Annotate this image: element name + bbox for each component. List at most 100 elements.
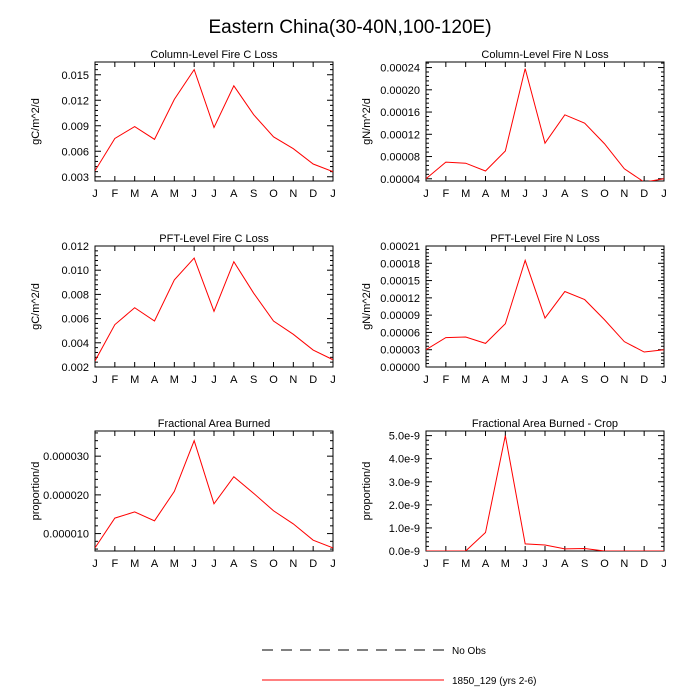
x-tick-label: N xyxy=(620,188,628,200)
x-tick-label: A xyxy=(230,558,238,570)
panel-title: Fractional Area Burned - Crop xyxy=(472,418,618,430)
x-tick-label: N xyxy=(289,188,297,200)
y-axis-label: gN/m^2/d xyxy=(361,98,373,145)
x-tick-label: J xyxy=(92,374,98,386)
x-tick-label: A xyxy=(482,558,490,570)
y-tick-label: 0.002 xyxy=(61,362,89,374)
x-tick-label: J xyxy=(522,558,528,570)
y-tick-label: 0.00009 xyxy=(380,310,420,322)
y-tick-label: 0.015 xyxy=(61,70,89,82)
x-tick-label: A xyxy=(482,374,490,386)
panel-title: Column-Level Fire C Loss xyxy=(150,49,278,61)
plot-frame xyxy=(94,61,334,182)
series-line xyxy=(426,258,664,353)
x-tick-label: N xyxy=(289,558,297,570)
x-tick-label: D xyxy=(640,374,648,386)
x-tick-label: J xyxy=(191,558,197,570)
y-tick-label: 0.010 xyxy=(61,265,89,277)
y-tick-label: 0.009 xyxy=(61,121,89,133)
x-tick-label: D xyxy=(309,558,317,570)
x-tick-label: A xyxy=(561,558,569,570)
x-tick-label: J xyxy=(330,188,336,200)
x-tick-label: S xyxy=(581,374,588,386)
y-tick-label: 0.00000 xyxy=(380,362,420,374)
x-tick-label: M xyxy=(130,558,139,570)
x-tick-label: J xyxy=(661,188,667,200)
series-line xyxy=(95,68,333,173)
y-tick-label: 0.00018 xyxy=(380,258,420,270)
x-tick-label: M xyxy=(461,374,470,386)
figure-title: Eastern China(30-40N,100-120E) xyxy=(208,17,491,38)
x-tick-label: J xyxy=(211,374,217,386)
x-tick-label: J xyxy=(661,558,667,570)
x-tick-label: J xyxy=(330,558,336,570)
x-tick-label: S xyxy=(250,188,257,200)
x-tick-label: S xyxy=(581,558,588,570)
y-tick-label: 0.000020 xyxy=(43,490,89,502)
x-tick-label: J xyxy=(211,558,217,570)
y-tick-label: 0.008 xyxy=(61,289,89,301)
x-tick-label: M xyxy=(461,558,470,570)
y-tick-label: 0.012 xyxy=(61,241,89,253)
x-tick-label: J xyxy=(542,188,548,200)
y-tick-label: 3.0e-9 xyxy=(389,477,420,489)
x-tick-label: M xyxy=(170,558,179,570)
x-tick-label: A xyxy=(482,188,490,200)
y-tick-label: 5.0e-9 xyxy=(389,431,420,443)
y-tick-label: 0.00008 xyxy=(380,152,420,164)
series-line xyxy=(426,435,664,551)
x-tick-label: J xyxy=(92,188,98,200)
x-tick-label: J xyxy=(522,374,528,386)
y-tick-label: 0.00006 xyxy=(380,327,420,339)
y-tick-label: 0.003 xyxy=(61,172,89,184)
x-tick-label: D xyxy=(640,188,648,200)
y-tick-label: 2.0e-9 xyxy=(389,500,420,512)
x-tick-label: D xyxy=(309,374,317,386)
y-tick-label: 1.0e-9 xyxy=(389,523,420,535)
legend-obs-label: No Obs xyxy=(452,646,486,657)
plot-frame xyxy=(94,430,334,552)
x-tick-label: A xyxy=(561,188,569,200)
y-tick-label: 0.00012 xyxy=(380,129,420,141)
x-tick-label: F xyxy=(442,558,449,570)
y-tick-label: 0.000010 xyxy=(43,529,89,541)
y-tick-label: 0.00020 xyxy=(380,85,420,97)
x-tick-label: M xyxy=(501,188,510,200)
y-tick-label: 0.004 xyxy=(61,338,89,350)
series-line xyxy=(95,439,333,549)
y-tick-label: 0.00004 xyxy=(380,174,420,186)
x-tick-label: M xyxy=(170,188,179,200)
y-tick-label: 0.012 xyxy=(61,95,89,107)
x-tick-label: A xyxy=(230,188,238,200)
x-tick-label: M xyxy=(501,374,510,386)
panel-title: Fractional Area Burned xyxy=(158,418,271,430)
x-tick-label: F xyxy=(442,188,449,200)
panel-title: Column-Level Fire N Loss xyxy=(481,49,609,61)
y-tick-label: 0.0e-9 xyxy=(389,546,420,558)
x-tick-label: S xyxy=(250,558,257,570)
x-tick-label: N xyxy=(289,374,297,386)
plot-frame xyxy=(425,430,665,552)
x-tick-label: O xyxy=(600,188,609,200)
x-tick-label: J xyxy=(423,558,429,570)
y-tick-label: 0.00015 xyxy=(380,276,420,288)
x-tick-label: N xyxy=(620,558,628,570)
x-tick-label: J xyxy=(522,188,528,200)
y-axis-label: proportion/d xyxy=(30,462,42,521)
y-tick-label: 0.00024 xyxy=(380,63,420,75)
plot-frame xyxy=(425,245,665,368)
y-axis-label: gC/m^2/d xyxy=(30,283,42,330)
x-tick-label: M xyxy=(130,188,139,200)
x-tick-label: O xyxy=(269,374,278,386)
y-axis-label: gN/m^2/d xyxy=(361,283,373,330)
x-tick-label: J xyxy=(330,374,336,386)
x-tick-label: J xyxy=(211,188,217,200)
x-tick-label: M xyxy=(130,374,139,386)
legend-model-label: 1850_129 (yrs 2-6) xyxy=(452,676,537,687)
x-tick-label: M xyxy=(461,188,470,200)
